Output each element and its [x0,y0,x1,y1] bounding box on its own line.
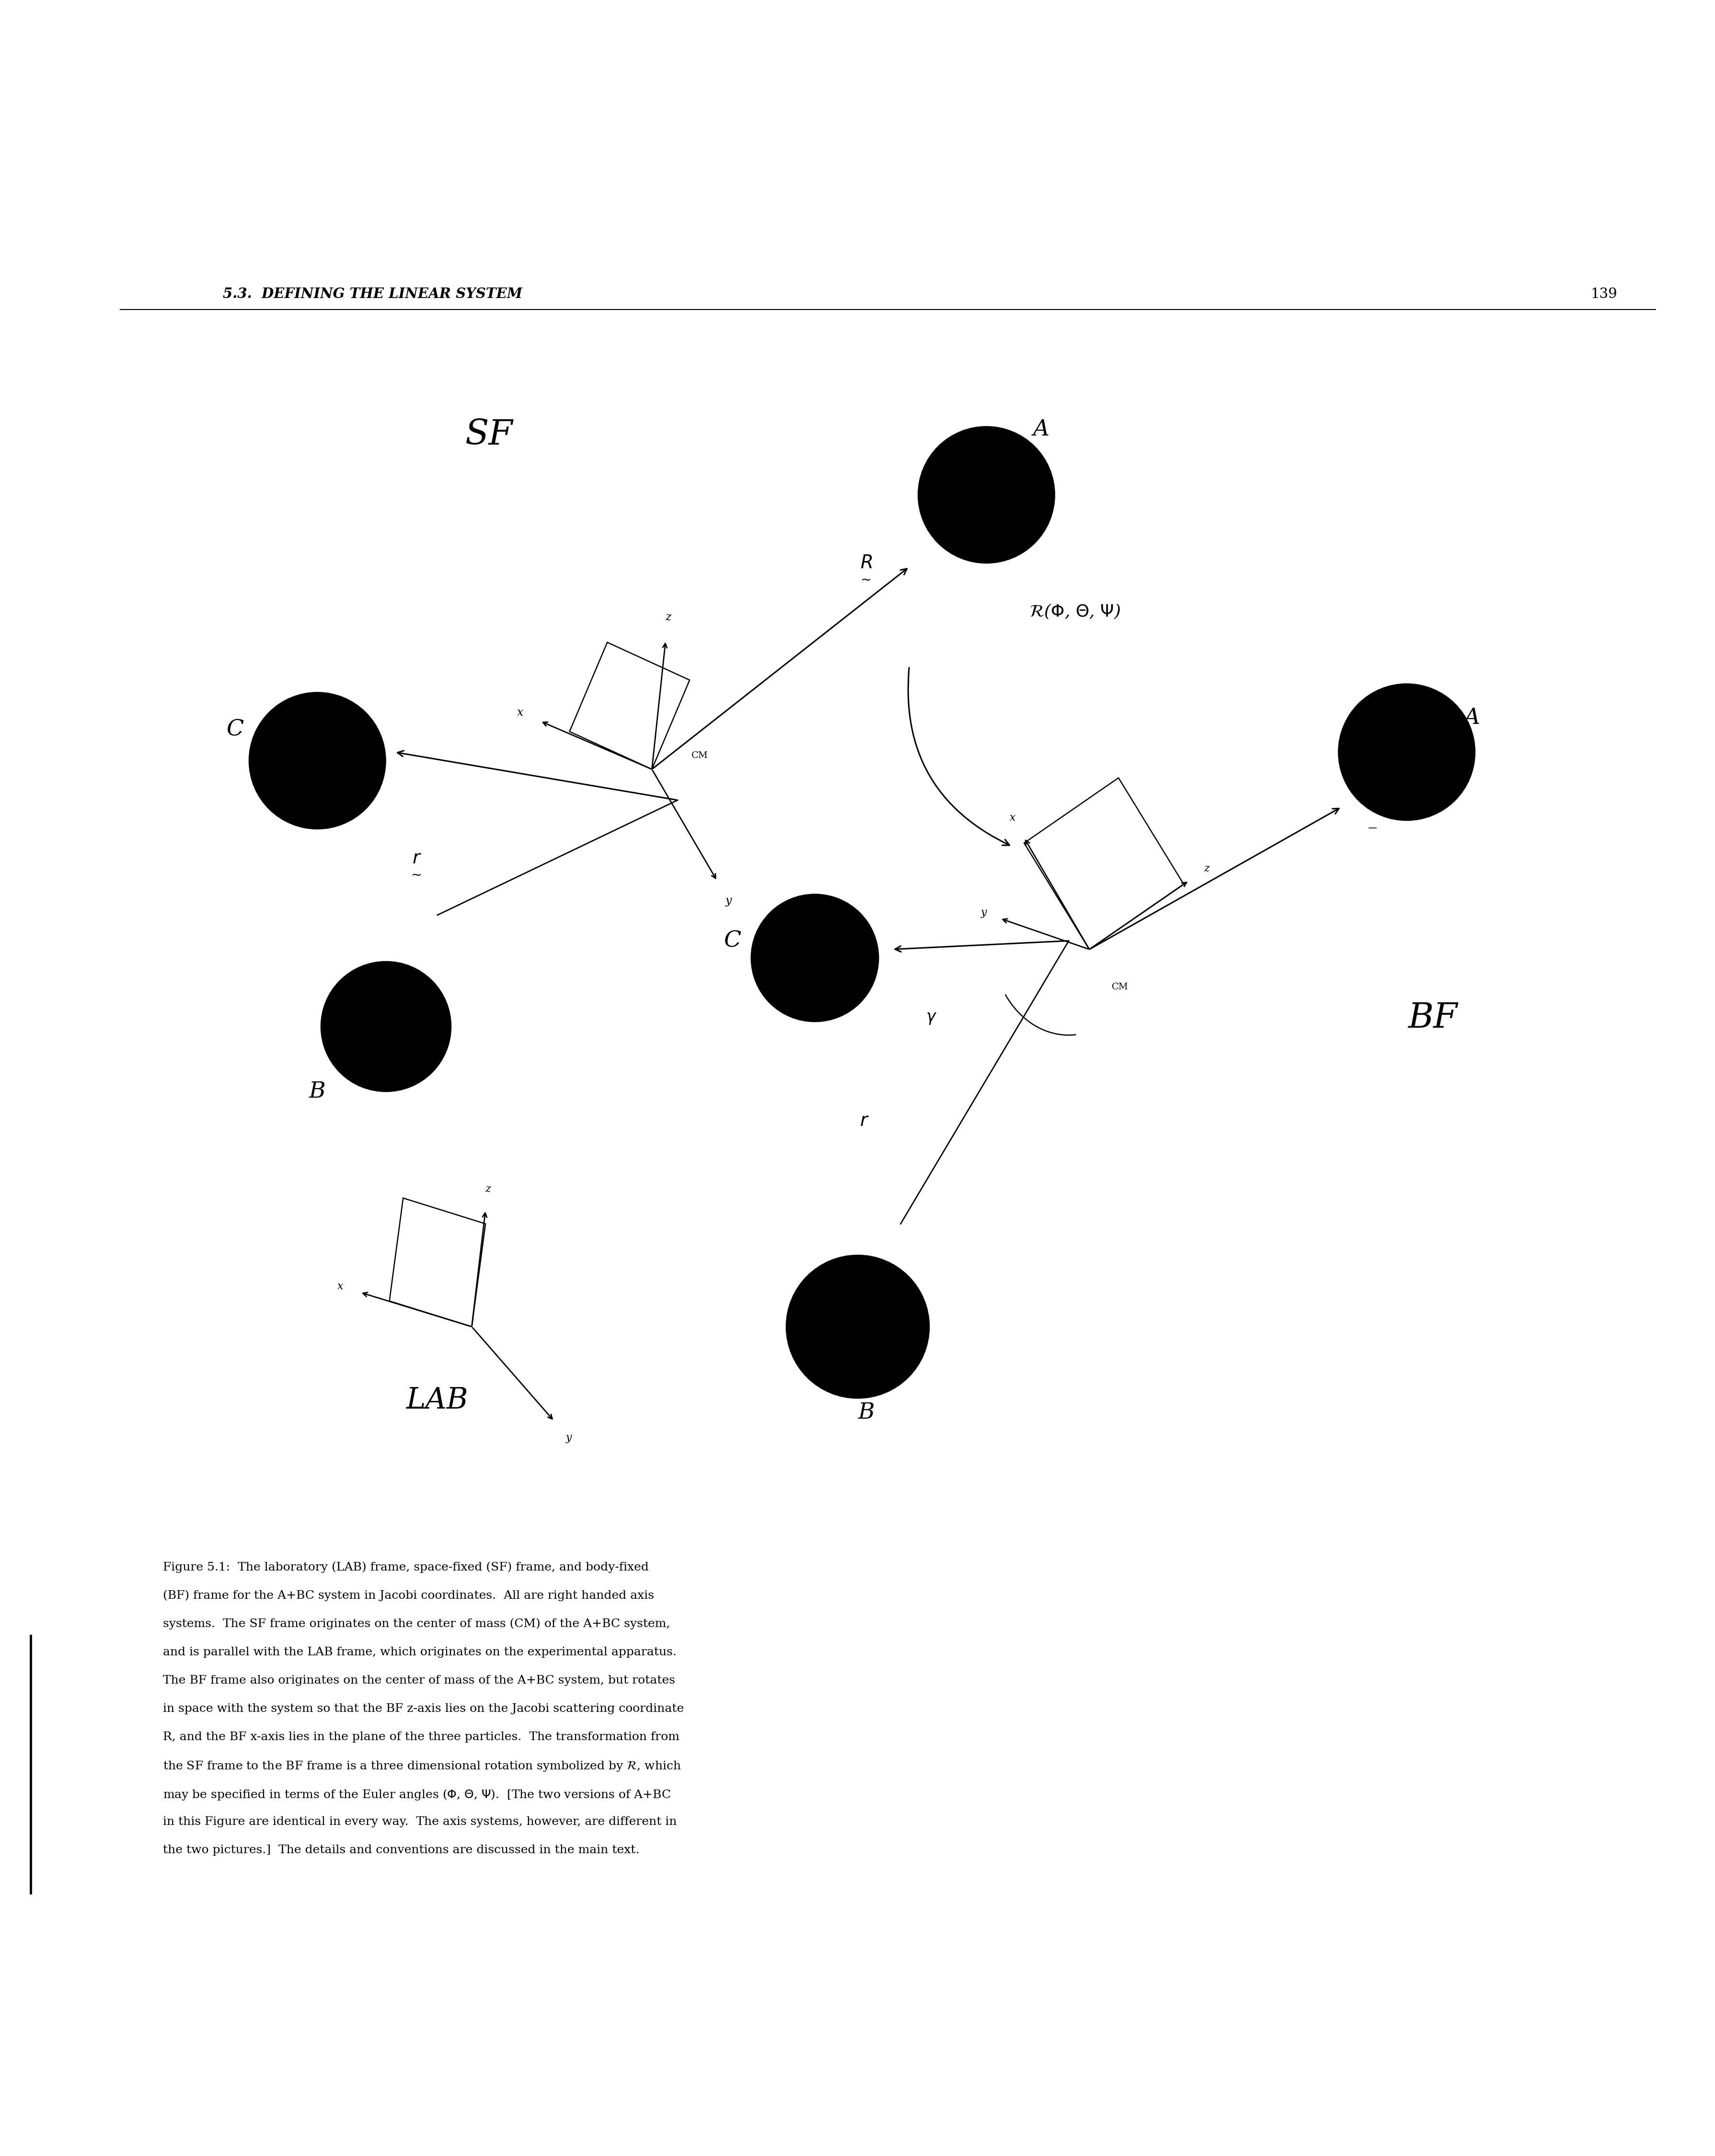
Text: ~: ~ [861,573,871,586]
Text: (BF) frame for the A+BC system in Jacobi coordinates.  All are right handed axis: (BF) frame for the A+BC system in Jacobi… [163,1589,653,1602]
Text: ~: ~ [412,869,422,882]
Circle shape [751,895,878,1022]
Text: $\mathit{r}$: $\mathit{r}$ [859,1112,870,1130]
Circle shape [321,962,451,1091]
Text: $\mathit{R}$: $\mathit{R}$ [1365,796,1379,813]
Text: C: C [226,718,244,742]
Text: SF: SF [465,418,513,453]
Circle shape [918,427,1055,563]
FancyArrowPatch shape [907,668,1008,845]
Text: z: z [485,1184,490,1194]
Text: y: y [725,895,732,906]
Text: x: x [338,1281,343,1291]
Text: A: A [1032,418,1050,440]
Text: The BF frame also originates on the center of mass of the A+BC system, but rotat: The BF frame also originates on the cent… [163,1675,676,1686]
Text: LAB: LAB [406,1386,468,1414]
Text: BF: BF [1408,1000,1456,1035]
Text: z: z [1204,862,1209,873]
Text: x: x [516,707,523,718]
Text: in this Figure are identical in every way.  The axis systems, however, are diffe: in this Figure are identical in every wa… [163,1815,677,1828]
Text: the SF frame to the BF frame is a three dimensional rotation symbolized by $\mat: the SF frame to the BF frame is a three … [163,1759,681,1772]
Circle shape [249,692,386,830]
Circle shape [1338,683,1475,821]
Text: $\mathcal{R}$($\Phi$, $\Theta$, $\Psi$): $\mathcal{R}$($\Phi$, $\Theta$, $\Psi$) [1029,602,1120,621]
Text: A: A [1463,707,1480,729]
Text: and is parallel with the LAB frame, which originates on the experimental apparat: and is parallel with the LAB frame, whic… [163,1647,676,1658]
Text: _: _ [1369,813,1375,828]
Text: Figure 5.1:  The laboratory (LAB) frame, space-fixed (SF) frame, and body-fixed: Figure 5.1: The laboratory (LAB) frame, … [163,1561,648,1574]
Text: B: B [309,1080,326,1102]
Text: $\gamma$: $\gamma$ [926,1011,936,1026]
Circle shape [785,1255,930,1399]
Text: z: z [665,612,671,623]
Text: y: y [981,908,986,918]
Text: x: x [1008,813,1015,824]
Text: B: B [858,1401,875,1423]
Text: 139: 139 [1590,287,1617,302]
Text: may be specified in terms of the Euler angles ($\Phi$, $\Theta$, $\Psi$).  [The : may be specified in terms of the Euler a… [163,1787,671,1802]
Text: in space with the system so that the BF z-axis lies on the Jacobi scattering coo: in space with the system so that the BF … [163,1703,684,1714]
Text: C: C [724,929,741,951]
Text: R, and the BF x-axis lies in the plane of the three particles.  The transformati: R, and the BF x-axis lies in the plane o… [163,1731,679,1742]
Text: $\mathit{R}$: $\mathit{R}$ [859,554,873,571]
Text: $\mathit{r}$: $\mathit{r}$ [412,849,422,867]
Text: the two pictures.]  The details and conventions are discussed in the main text.: the two pictures.] The details and conve… [163,1846,640,1856]
Text: y: y [566,1434,571,1442]
Text: systems.  The SF frame originates on the center of mass (CM) of the A+BC system,: systems. The SF frame originates on the … [163,1619,671,1630]
Text: CM: CM [691,750,708,759]
Text: 5.3.  DEFINING THE LINEAR SYSTEM: 5.3. DEFINING THE LINEAR SYSTEM [223,287,523,302]
Text: CM: CM [1111,983,1128,992]
